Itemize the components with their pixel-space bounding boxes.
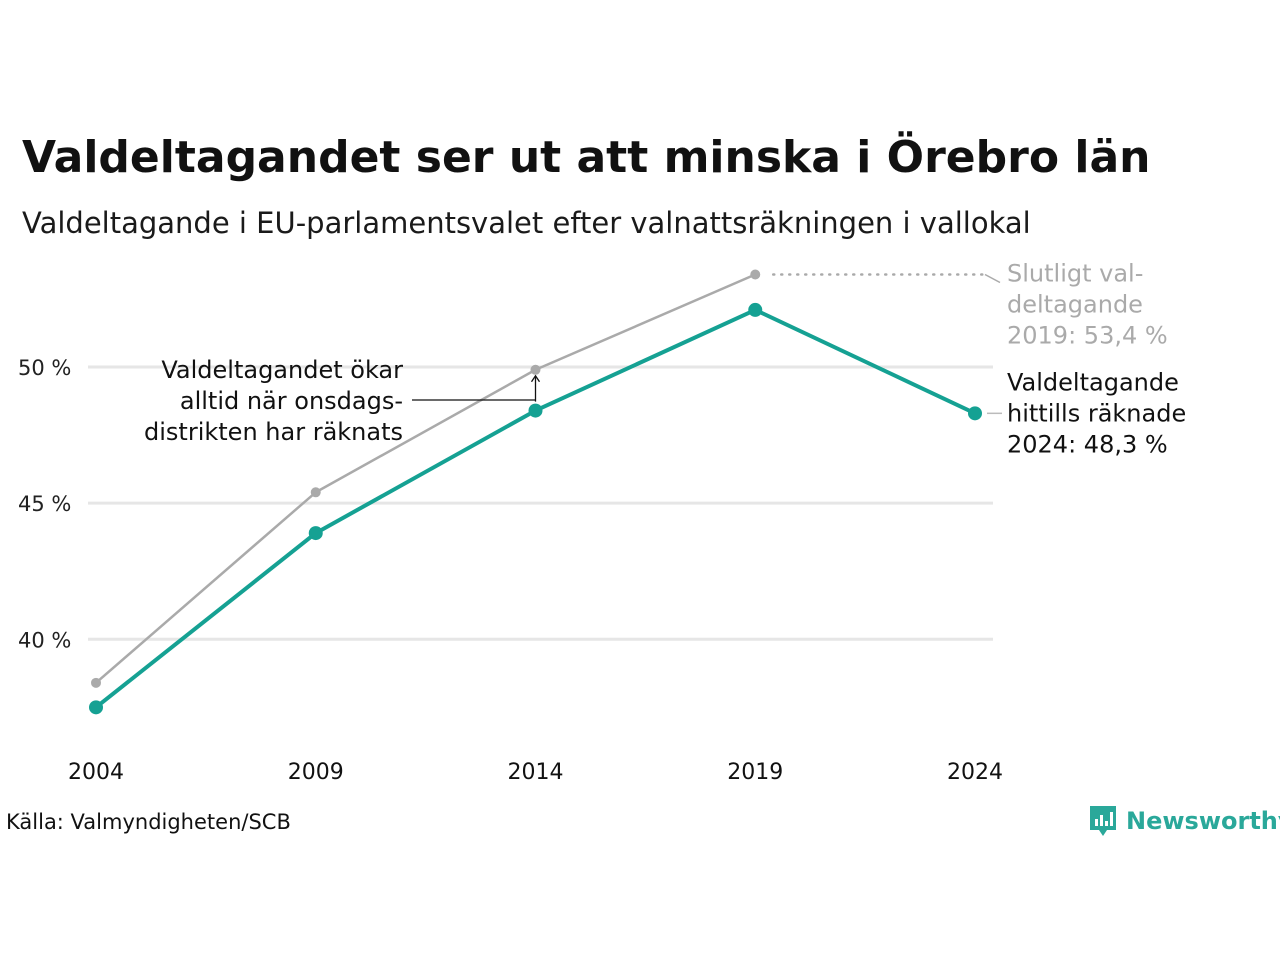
final-turnout-point-2004 (91, 677, 101, 688)
final-turnout-line (95, 273, 756, 684)
wednesday-label-line: alltid när onsdags- (180, 387, 403, 415)
x-tick-label: 2019 (727, 760, 783, 785)
current-2024-label-line: 2024: 48,3 % (1007, 430, 1168, 458)
chart-bubble-icon (1090, 806, 1116, 836)
x-tick-label: 2024 (947, 760, 1003, 785)
final-2019-label-line: Slutligt val- (1007, 260, 1143, 288)
wednesday-label-line: distrikten har räknats (144, 418, 403, 446)
y-tick-label: 50 % (18, 356, 71, 380)
newsworthy-logo: Newsworthy (1088, 804, 1280, 838)
x-tick-label: 2014 (508, 760, 564, 785)
final-turnout-point-2014 (530, 364, 541, 375)
wednesday-label-line: Valdeltagandet ökar (161, 356, 403, 384)
chart-subtitle: Valdeltagande i EU-parlamentsvalet efter… (22, 206, 1031, 240)
final-2019-label: Slutligt val-deltagande 2019: 53,4 % (1007, 260, 1168, 350)
current-turnout-point-2009 (308, 526, 323, 541)
current-2024-label-line: hittills räknade (1007, 399, 1186, 427)
arrow-up-icon (530, 374, 541, 383)
x-tick-label: 2009 (288, 760, 344, 785)
final-2019-label-line: 2019: 53,4 % (1007, 322, 1168, 350)
current-turnout-point-2014 (528, 403, 543, 418)
brand-name: Newsworthy (1126, 807, 1280, 835)
wednesday-label: Valdeltagandet ökar alltid när onsdags-di… (144, 356, 403, 446)
current-turnout-point-2004 (89, 700, 103, 715)
y-tick-label: 45 % (18, 492, 71, 516)
current-2024-label: Valdeltagande hittills räknade 2024: 48,3 … (1007, 368, 1186, 458)
y-tick-label: 40 % (18, 628, 71, 652)
chart-title: Valdeltagandet ser ut att minska i Örebr… (22, 132, 1151, 183)
current-turnout-point-2024 (968, 406, 982, 421)
source-note: Källa: Valmyndigheten/SCB (6, 810, 291, 834)
final-turnout-point-2009 (310, 487, 321, 498)
final-2019-leader-tick (984, 273, 1001, 284)
x-tick-label: 2004 (68, 760, 124, 785)
current-2024-label-line: Valdeltagande (1007, 368, 1179, 396)
final-2019-label-line: deltagande (1007, 291, 1143, 319)
current-turnout-point-2019 (748, 302, 763, 317)
final-turnout-point-2019 (750, 269, 761, 280)
